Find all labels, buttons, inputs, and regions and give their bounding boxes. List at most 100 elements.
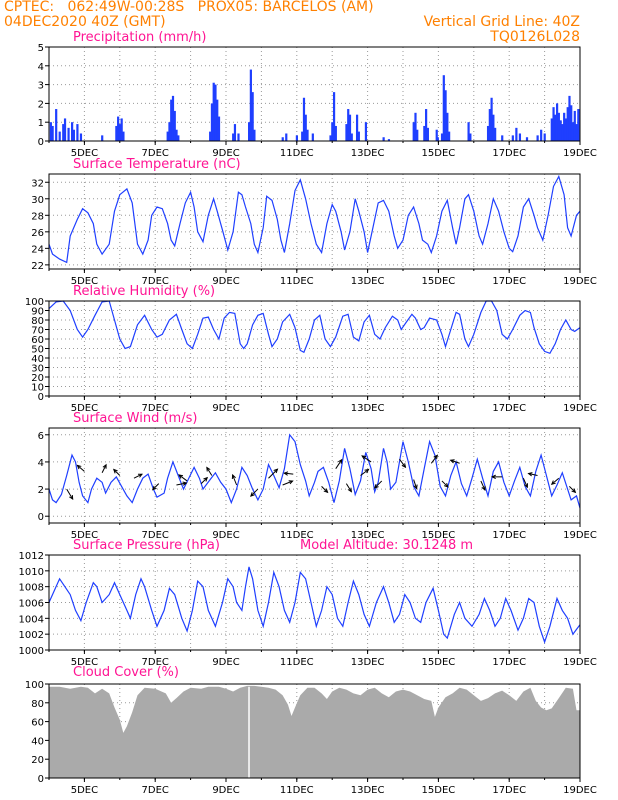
precip-bar	[253, 129, 256, 141]
precip-bar	[536, 135, 539, 141]
wind-arrow-head	[288, 480, 294, 485]
y-tick-label: 1000	[19, 646, 44, 657]
y-tick-label: 50	[31, 345, 44, 356]
panel-frame	[48, 300, 581, 397]
wind-arrow-head	[361, 455, 367, 460]
x-tick-label: 13DEC	[351, 148, 385, 159]
wind-arrow	[361, 455, 372, 463]
precip-bar	[115, 125, 118, 141]
x-tick-label: 11DEC	[280, 530, 314, 541]
precip-bar	[488, 109, 491, 141]
series-line	[48, 300, 581, 355]
precip-bar	[414, 112, 417, 141]
precip-bar	[515, 127, 518, 141]
precip-bar	[570, 105, 573, 141]
y-tick-label: 2	[38, 485, 44, 496]
wind-arrow-head	[550, 480, 556, 485]
x-tick-label: 19DEC	[563, 530, 597, 541]
x-tick-label: 11DEC	[280, 148, 314, 159]
precip-bar	[550, 118, 553, 141]
wind-arrow-head	[401, 463, 407, 469]
wind-arrow	[101, 464, 107, 474]
precip-bar	[212, 82, 215, 141]
wind-arrow-head	[206, 466, 211, 472]
x-tick-label: 17DEC	[492, 276, 526, 287]
y-tick-label: 40	[31, 354, 44, 365]
precip-bar	[436, 137, 439, 141]
precip-bar	[387, 139, 391, 141]
precip-bar	[311, 133, 314, 141]
wind-arrow	[374, 480, 383, 489]
x-tick-label: 17DEC	[492, 785, 526, 796]
precip-bar	[214, 84, 217, 141]
wind-arrow-head	[443, 482, 449, 488]
y-tick-label: 100	[25, 297, 44, 308]
precip-bar	[281, 137, 284, 141]
wind-arrow-head	[364, 468, 370, 474]
precip-bar	[559, 120, 562, 141]
wind-arrow-head	[182, 481, 188, 486]
x-tick-label: 7DEC	[142, 785, 169, 796]
header-code: TQ0126L028	[490, 29, 580, 45]
wind-arrow-head	[449, 459, 455, 464]
precip-bar	[306, 129, 309, 141]
precip-bar	[301, 131, 304, 141]
wind-arrow-head	[203, 476, 209, 482]
x-tick-label: 19DEC	[563, 785, 597, 796]
y-tick-label: 2	[38, 99, 44, 110]
y-tick-label: 1010	[19, 567, 44, 578]
precip-bar	[248, 122, 251, 141]
wind-arrow	[528, 473, 538, 476]
wind-arrow	[282, 480, 293, 486]
wind-arrow	[413, 479, 418, 489]
x-tick-label: 17DEC	[492, 403, 526, 414]
wind-arrow-head	[571, 488, 577, 494]
precip-bar	[63, 118, 67, 141]
wind-arrow-head	[112, 468, 118, 474]
precip-bar	[334, 125, 337, 141]
x-tick-label: 13DEC	[351, 530, 385, 541]
x-tick-label: 13DEC	[351, 785, 385, 796]
wind-arrow	[178, 474, 188, 482]
precip-bar	[486, 125, 490, 141]
wind-arrow	[345, 483, 352, 492]
x-tick-label: 7DEC	[142, 403, 169, 414]
wind-arrow-head	[338, 458, 343, 464]
header-station: CPTEC: 062:49W-00:28S PROX05: BARCELOS (…	[4, 0, 374, 15]
wind-arrow	[321, 486, 328, 493]
wind-arrow	[480, 480, 486, 491]
y-tick-label: 90	[31, 307, 44, 318]
y-tick-label: 40	[31, 736, 44, 747]
x-tick-label: 11DEC	[280, 403, 314, 414]
precip-bar	[117, 116, 120, 141]
precip-bar	[79, 133, 83, 141]
precip-bar	[490, 97, 493, 141]
y-tick-label: 30	[31, 364, 44, 375]
header-date: 04DEC2020 40Z (GMT)	[4, 14, 166, 30]
wind-arrow	[113, 469, 121, 476]
wind-arrow-head	[373, 483, 379, 489]
precip-bar	[67, 127, 70, 141]
precip-bar	[237, 133, 240, 141]
precip-bar	[285, 133, 288, 141]
wind-arrow	[176, 482, 187, 486]
precip-bar	[101, 135, 104, 141]
precip-bar	[382, 137, 385, 141]
y-tick-label: 6	[38, 431, 44, 442]
x-tick-label: 15DEC	[422, 657, 456, 668]
wind-arrow-head	[523, 483, 528, 489]
precip-bar	[540, 129, 543, 141]
panel-title: Relative Humidity (%)	[73, 284, 215, 299]
wind-arrow	[399, 458, 406, 468]
precip-bar	[345, 124, 348, 141]
precip-bar	[295, 135, 298, 141]
precip-bar	[554, 114, 557, 141]
precip-bar	[543, 133, 546, 141]
precip-bar	[448, 131, 451, 141]
precip-bar	[555, 103, 559, 141]
precip-bar	[575, 124, 578, 141]
precip-bar	[571, 122, 575, 141]
y-tick-label: 100	[25, 680, 44, 691]
x-tick-label: 19DEC	[563, 148, 597, 159]
precip-bar	[469, 133, 472, 141]
